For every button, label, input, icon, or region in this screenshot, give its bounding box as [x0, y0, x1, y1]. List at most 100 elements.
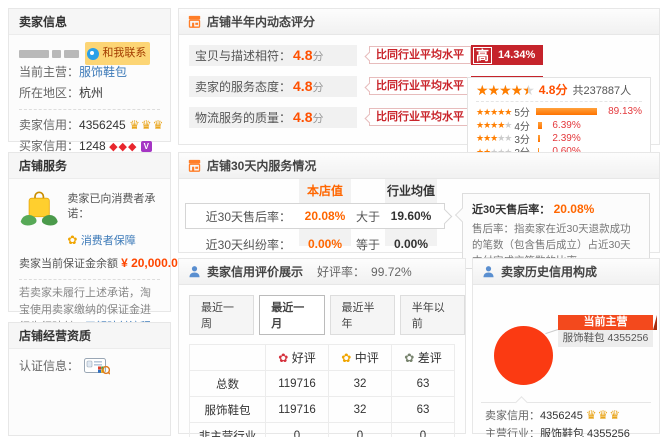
consumer-guarantee-link[interactable]: 消费者保障 [80, 235, 136, 247]
bad-review-icon: ✿ [404, 351, 415, 365]
stars-icon: ★★★★★ [476, 120, 512, 131]
star-dist-row: ★★★★★ 3分 2.39% [476, 132, 581, 146]
stars-icon: ★★★★★ [476, 106, 512, 117]
high-pct: 14.34% [498, 49, 536, 61]
review-row-total: 总数 119716 32 63 [189, 370, 455, 397]
redacted-username [52, 49, 61, 58]
tooltip-title: 近30天售后率： [472, 204, 551, 216]
cat-bad: 63 [391, 396, 455, 423]
total-good-link[interactable]: 119716 [265, 370, 329, 397]
stars-icon: ★★★★★ [476, 133, 512, 144]
dsr-panel: 店铺半年内动态评分 宝贝与描述相符： 4.8 分 比同行业平均水平高 14.34% 卖… [178, 8, 660, 175]
main-category-link[interactable]: 服饰鞋包 [79, 65, 128, 79]
tab-before-half-year[interactable]: 半年以前 [399, 295, 465, 335]
review-table: ✿ 好评 ✿ 中评 ✿ 差评 总数 119716 32 63 服饰鞋包 1197… [189, 344, 455, 437]
dsr-row-score: 4.8 [293, 108, 313, 125]
industry-value: 19.60% [390, 209, 432, 223]
shop-value-col-header: 本店值 [306, 183, 343, 198]
person-icon [483, 266, 494, 278]
relation: 大于 [355, 209, 380, 224]
review-tabs: 最近一周 最近一月 最近半年 半年以前 [189, 295, 465, 335]
dsr-panel-title: 店铺半年内动态评分 [207, 15, 316, 29]
credit-history-title: 卖家历史信用构成 [501, 265, 598, 279]
dist-bar [538, 121, 543, 129]
review-table-header: ✿ 好评 ✿ 中评 ✿ 差评 [189, 344, 455, 371]
positive-rate-value: 99.72% [371, 264, 412, 279]
credit-history-panel: 卖家历史信用构成 当前主营 服饰鞋包 4355256 卖家信用：4356245 … [472, 258, 660, 437]
dist-bar [535, 108, 597, 116]
row-label: 近30天纠纷率： [205, 237, 291, 252]
buyer-credit-label: 买家信用： [19, 139, 80, 153]
contact-seller-label: 和我联系 [102, 47, 147, 59]
higher-badge: 高 14.34% [471, 45, 544, 65]
aftersale-rate-row: 近30天售后率： 20.08% 大于 19.60% [179, 204, 659, 228]
deposit-amount: ¥ 20,000.00 [121, 256, 185, 270]
tab-last-week[interactable]: 最近一周 [189, 295, 255, 335]
col-good: 好评 [291, 351, 316, 365]
dsr-row-label: 物流服务的质量： [195, 110, 292, 125]
aftersale-row-highlight[interactable] [185, 203, 445, 229]
region-label: 所在地区： [19, 86, 80, 100]
row-label: 服饰鞋包 [189, 396, 266, 423]
tab-half-year[interactable]: 最近半年 [329, 295, 395, 335]
shop-icon [188, 159, 201, 172]
tab-last-month[interactable]: 最近一月 [259, 295, 325, 335]
id-card-icon[interactable] [84, 358, 111, 375]
row-label: 近30天售后率： [205, 209, 291, 224]
tooltip-value: 20.08% [553, 202, 595, 216]
star-dist-row: ★★★★★ 4分 6.39% [476, 119, 581, 133]
overall-stars-icon: ★★★★★★★★★★ [476, 81, 535, 98]
qualification-panel: 店铺经营资质 认证信息： [8, 322, 171, 436]
dist-bar [538, 148, 540, 156]
shop-icon [188, 15, 201, 28]
industry-value: 0.00% [393, 237, 429, 251]
seller-info-title: 卖家信息 [9, 9, 170, 35]
overall-score: 4.8分 [538, 83, 568, 97]
main-category-label: 当前主营： [19, 65, 80, 79]
callout-title: 当前主营 [558, 315, 657, 330]
contact-seller-button[interactable]: 和我联系 [85, 42, 151, 65]
total-neutral-link[interactable]: 32 [328, 370, 392, 397]
redacted-username [64, 49, 79, 58]
dsr-row-unit: 分 [312, 81, 324, 94]
divider [19, 109, 160, 110]
service-panel-title: 店铺30天内服务情况 [207, 159, 317, 173]
other-neutral: 0 [328, 422, 392, 437]
credit-pie-chart [494, 326, 553, 385]
dispute-rate-row: 近30天纠纷率： 0.00% 等于 0.00% [179, 232, 659, 256]
col-neutral: 中评 [354, 351, 379, 365]
good-review-icon: ✿ [278, 351, 289, 365]
cert-info-label: 认证信息： [19, 359, 80, 373]
rating-count: 共237887人 [572, 84, 632, 97]
shop-service-panel: 店铺服务 卖家已向消费者承诺： ✿ 消费者保障 卖家当前保证金余额 ¥ 20,0… [8, 152, 199, 333]
shop-value: 20.08% [304, 209, 346, 223]
stars-icon: ★★★★★ [476, 147, 512, 157]
main-industry-row: 主营行业：服饰鞋包 4355256 [485, 427, 630, 437]
crown-icon: ♛♛♛ [129, 118, 165, 132]
other-good: 0 [265, 422, 329, 437]
reviews-panel-title: 卖家信用评价展示 [207, 265, 304, 279]
buyer-rank-badge-icon: V [140, 141, 152, 152]
compare-bubble: 比同行业平均水平 [369, 77, 471, 95]
neutral-review-icon: ✿ [341, 351, 352, 365]
compare-bubble: 比同行业平均水平 [369, 108, 471, 126]
positive-rate-label: 好评率： [317, 265, 366, 279]
diamond-icon: ◆◆◆ [109, 141, 138, 153]
redacted-username [19, 49, 49, 58]
shop-value: 0.00% [307, 237, 343, 251]
wangwang-icon [87, 47, 100, 60]
hands-holding-bag-icon [20, 191, 58, 226]
dsr-row-unit: 分 [312, 50, 324, 63]
high-label: 高 [473, 46, 493, 64]
seller-credit-value: 4356245 [79, 118, 126, 132]
star-dist-row: ★★★★★ 5分 89.13% [476, 106, 642, 120]
dsr-row-label: 宝贝与描述相符： [195, 48, 292, 63]
dsr-row-score: 4.8 [293, 46, 313, 63]
service-30d-panel: 店铺30天内服务情况 本店值 行业均值 近30天售后率： 20.08% 大于 1… [178, 152, 660, 269]
shop-service-title: 店铺服务 [9, 153, 170, 179]
total-bad-link[interactable]: 63 [391, 370, 455, 397]
region-value: 杭州 [79, 86, 104, 100]
person-icon [189, 266, 200, 278]
review-row-main-category: 服饰鞋包 119716 32 63 [189, 396, 455, 423]
